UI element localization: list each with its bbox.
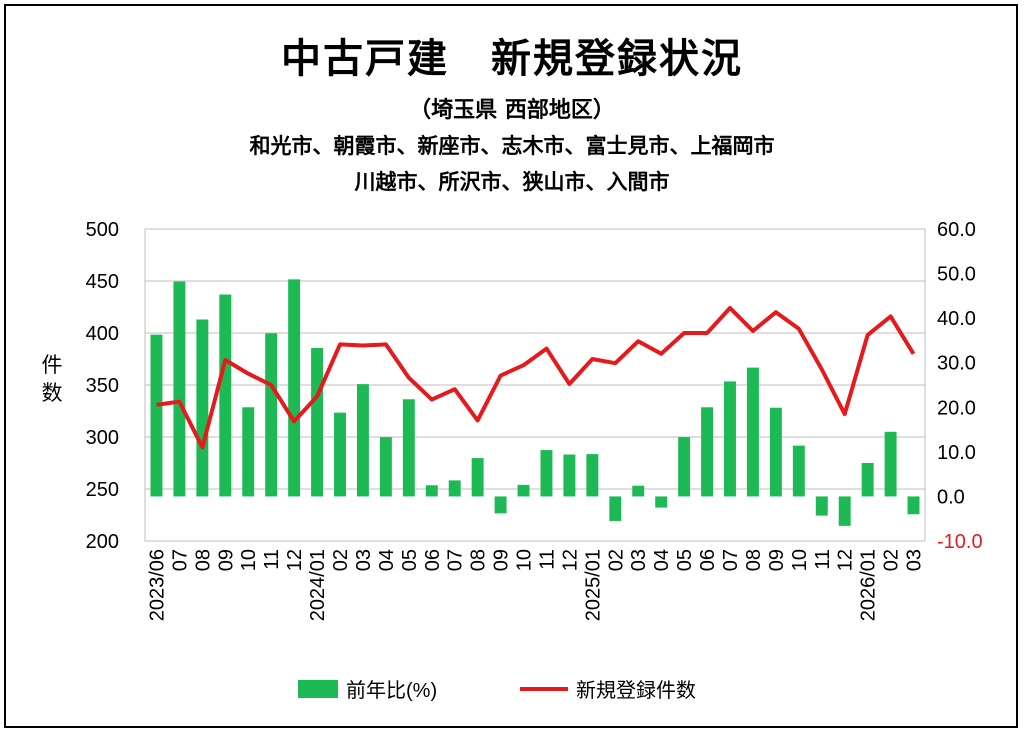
bar-yoy xyxy=(861,463,874,497)
right-axis-tick-label: 10.0 xyxy=(937,442,976,464)
x-axis-tick-label: 04 xyxy=(651,549,673,571)
plot-area xyxy=(144,228,926,542)
right-axis-tick-label: -10.0 xyxy=(937,531,983,553)
bar-yoy xyxy=(425,485,438,497)
x-axis-tick-label: 11 xyxy=(261,549,283,570)
bar-yoy xyxy=(838,496,851,526)
line-new-listings xyxy=(156,306,916,450)
bar-yoy xyxy=(724,381,736,497)
x-axis-tick-label: 2023/06 xyxy=(146,549,168,621)
right-axis-tick-label: 60.0 xyxy=(937,219,976,241)
bar-yoy xyxy=(678,437,691,497)
x-axis-tick-label: 11 xyxy=(812,549,834,570)
x-axis-tick-label: 03 xyxy=(904,549,926,571)
x-axis-tick-label: 05 xyxy=(674,549,696,571)
bar-yoy xyxy=(655,496,668,508)
chart-frame xyxy=(4,4,1018,728)
bar-yoy xyxy=(356,384,369,497)
right-axis-tick-label: 20.0 xyxy=(937,397,976,419)
right-axis-tick-label: 0.0 xyxy=(937,486,965,508)
cities-line-2: 川越市、所沢市、狭山市、入間市 xyxy=(354,170,670,194)
x-axis-tick-label: 08 xyxy=(743,549,765,571)
legend-line-label: 新規登録件数 xyxy=(576,679,696,702)
bar-yoy xyxy=(769,407,782,497)
y-axis-label: 数 xyxy=(42,382,63,405)
bar-yoy xyxy=(150,334,163,497)
x-axis-tick-label: 10 xyxy=(789,549,811,571)
bar-yoy xyxy=(884,431,897,497)
bar-yoy xyxy=(609,496,622,521)
x-axis-tick-label: 2024/01 xyxy=(307,549,329,621)
bar-yoy xyxy=(242,407,255,497)
left-axis-tick-label: 350 xyxy=(86,375,119,397)
bar-yoy xyxy=(746,367,759,497)
left-axis-tick-label: 400 xyxy=(86,323,119,345)
bar-yoy xyxy=(334,412,346,497)
x-axis-tick-label: 03 xyxy=(353,549,375,571)
x-axis-tick-label: 06 xyxy=(697,549,719,571)
x-axis-tick-label: 09 xyxy=(215,549,237,571)
x-axis-tick-label: 12 xyxy=(559,549,581,571)
x-axis-tick-label: 02 xyxy=(605,549,627,571)
bar-yoy xyxy=(540,450,553,497)
left-axis-tick-label: 450 xyxy=(86,271,119,293)
x-axis-tick-label: 12 xyxy=(835,549,857,571)
chart-subtitle: （埼玉県 西部地区） xyxy=(409,98,615,123)
bar-yoy xyxy=(448,480,461,497)
chart-title: 中古戸建 新規登録状況 xyxy=(281,36,743,82)
x-axis-tick-label: 2025/01 xyxy=(582,549,604,621)
bar-yoy xyxy=(173,281,186,497)
right-axis-tick-label: 40.0 xyxy=(937,308,976,330)
left-axis-tick-label: 300 xyxy=(86,427,119,449)
x-axis-tick-label: 08 xyxy=(192,549,214,571)
x-axis-tick-label: 07 xyxy=(169,549,191,571)
x-axis-tick-label: 03 xyxy=(628,549,650,571)
x-axis-tick-label: 09 xyxy=(491,549,513,571)
bar-yoy xyxy=(471,458,484,497)
left-axis-tick-label: 250 xyxy=(86,479,119,501)
x-axis-tick-label: 2026/01 xyxy=(858,549,880,621)
bar-yoy xyxy=(494,496,507,514)
bar-yoy xyxy=(632,485,645,497)
x-axis-tick-label: 07 xyxy=(445,549,467,571)
x-axis-tick-label: 06 xyxy=(422,549,444,571)
bar-yoy xyxy=(701,407,714,497)
legend-bar-swatch xyxy=(298,680,338,698)
x-axis-tick-label: 04 xyxy=(376,549,398,571)
bar-yoy xyxy=(402,399,415,497)
x-axis-tick-label: 10 xyxy=(238,549,260,571)
x-axis-tick-label: 09 xyxy=(766,549,788,571)
right-axis-tick-label: 30.0 xyxy=(937,353,976,375)
x-axis-tick-label: 02 xyxy=(330,549,352,571)
bar-yoy xyxy=(815,496,828,516)
bar-yoy xyxy=(219,294,232,497)
bar-yoy xyxy=(563,454,576,497)
legend-bar-label: 前年比(%) xyxy=(346,679,437,702)
bar-yoy xyxy=(265,333,278,497)
x-axis-tick-label: 02 xyxy=(881,549,903,571)
x-axis-tick-label: 12 xyxy=(284,549,306,571)
bar-yoy xyxy=(288,279,301,497)
bar-yoy xyxy=(586,454,599,497)
left-axis-tick-label: 200 xyxy=(86,531,119,553)
x-axis-tick-label: 07 xyxy=(720,549,742,571)
bar-yoy xyxy=(792,445,805,497)
cities-line-1: 和光市、朝霞市、新座市、志木市、富士見市、上福岡市 xyxy=(249,134,775,158)
right-axis-tick-label: 50.0 xyxy=(937,264,976,286)
y-axis-label: 件 xyxy=(42,354,63,377)
bar-yoy xyxy=(196,319,209,497)
x-axis-tick-label: 08 xyxy=(468,549,490,571)
bar-yoy xyxy=(379,437,392,497)
bar-yoy xyxy=(517,484,530,497)
x-axis-tick-label: 11 xyxy=(536,549,558,570)
bar-yoy xyxy=(907,496,920,515)
left-axis-tick-label: 500 xyxy=(86,219,119,241)
x-axis-tick-label: 10 xyxy=(514,549,536,571)
x-axis-tick-label: 05 xyxy=(399,549,421,571)
bar-yoy xyxy=(311,348,324,497)
